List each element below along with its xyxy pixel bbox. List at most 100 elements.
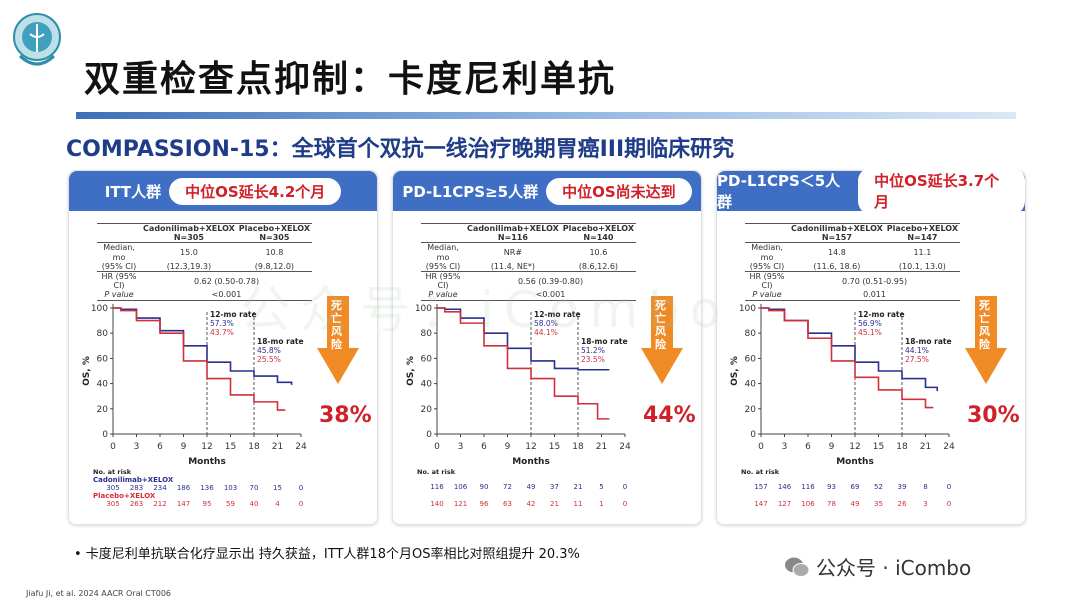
x-tick-label: 24: [943, 442, 955, 452]
x-tick-label: 15: [225, 442, 236, 452]
risk-count-treatment: 0: [623, 483, 627, 491]
risk-count-treatment: 136: [200, 484, 214, 492]
risk-count-treatment: 116: [430, 483, 444, 491]
risk-reduction: 38%: [319, 403, 372, 428]
x-tick-label: 3: [134, 442, 140, 452]
rate12-placebo: 44.1%: [534, 328, 558, 337]
arrow-down-icon: [317, 296, 359, 384]
risk-count-treatment: 70: [250, 484, 259, 492]
risk-count-treatment: 72: [503, 483, 512, 491]
risk-count-treatment: 93: [827, 483, 836, 491]
risk-table-title: No. at risk: [93, 468, 132, 476]
y-tick-label: 80: [421, 329, 433, 339]
risk-count-placebo: 21: [550, 500, 559, 508]
rate18-placebo: 23.5%: [581, 355, 605, 364]
x-tick-label: 12: [849, 442, 860, 452]
x-tick-label: 15: [549, 442, 560, 452]
y-tick-label: 60: [745, 354, 757, 364]
rate18-placebo: 27.5%: [905, 355, 929, 364]
risk-count-treatment: 186: [177, 484, 191, 492]
arm1-header: Cadonilimab+XELOX: [465, 223, 561, 234]
institution-logo: [13, 13, 61, 66]
risk-reduction: 44%: [643, 403, 696, 428]
y-tick-label: 0: [750, 430, 756, 440]
rate18-treatment: 51.2%: [581, 346, 605, 355]
y-tick-label: 40: [97, 380, 109, 390]
risk-count-placebo: 305: [106, 500, 119, 508]
headline-pill: 中位OS延长4.2个月: [169, 177, 342, 205]
rate12-treatment: 56.9%: [858, 319, 882, 328]
population-label: ITT人群: [104, 182, 162, 201]
arm2-n: N=147: [907, 233, 938, 243]
arm1-header: Cadonilimab+XELOX: [141, 223, 237, 234]
panel-0: ITT人群 中位OS延长4.2个月 Cadonilimab+XELOX Place…: [68, 170, 378, 525]
survival-curve-treatment: [113, 307, 293, 385]
x-tick-label: 9: [505, 442, 511, 452]
risk-count-treatment: 106: [454, 483, 468, 491]
arm1-median: 14.8: [789, 242, 885, 262]
arm2-ci: (10.1, 13.0): [898, 261, 946, 271]
ci-label: (95% CI): [101, 261, 137, 271]
hr-label: HR (95% CI): [421, 270, 466, 291]
risk-count-placebo: 140: [430, 500, 443, 508]
wechat-icon: [785, 557, 810, 577]
y-tick-label: 20: [745, 405, 757, 415]
risk-count-placebo: 63: [503, 500, 512, 508]
arm2-median: 10.8: [236, 242, 312, 262]
arm1-n: N=157: [821, 233, 852, 243]
risk-count-placebo: 40: [250, 500, 259, 508]
summary-table: Cadonilimab+XELOX Placebo+XELOX N=157 N=14…: [745, 223, 960, 301]
rate18-treatment: 45.8%: [257, 346, 281, 355]
rate18-label: 18-mo rate: [257, 337, 304, 346]
p-value: <0.001: [141, 290, 312, 301]
rate12-label: 12-mo rate: [858, 310, 905, 319]
x-tick-label: 18: [248, 442, 260, 452]
p-label: P value: [745, 290, 790, 301]
hr-label: HR (95% CI): [745, 270, 790, 291]
y-tick-label: 40: [421, 380, 433, 390]
risk-reduction: 30%: [967, 403, 1020, 428]
arm1-n: N=116: [497, 233, 528, 243]
arrow-down-icon: [641, 296, 683, 384]
risk-count-treatment: 49: [527, 483, 536, 491]
risk-count-placebo: 11: [574, 500, 583, 508]
y-tick-label: 60: [97, 354, 109, 364]
risk-count-treatment: 39: [898, 483, 907, 491]
p-value: 0.011: [789, 290, 960, 301]
hr-label: HR (95% CI): [97, 270, 142, 291]
page-title: 双重检查点抑制：卡度尼利单抗: [84, 59, 617, 100]
arm1-n: N=305: [173, 233, 204, 243]
p-value: <0.001: [465, 290, 636, 301]
hr-value: 0.56 (0.39-0.80): [465, 270, 636, 291]
risk-count-placebo: 147: [754, 500, 767, 508]
risk-count-treatment: 37: [550, 483, 559, 491]
y-tick-label: 100: [91, 304, 108, 314]
risk-count-placebo: 49: [851, 500, 860, 508]
risk-count-treatment: 90: [480, 483, 489, 491]
risk-count-treatment: 15: [273, 484, 282, 492]
risk-count-placebo: 3: [923, 500, 927, 508]
headline-pill: 中位OS尚未达到: [546, 177, 692, 205]
arm2-median: 11.1: [884, 242, 960, 262]
risk-count-placebo: 78: [827, 500, 836, 508]
risk-table-title: No. at risk: [417, 468, 456, 476]
x-tick-label: 6: [481, 442, 487, 452]
risk-count-treatment: 305: [106, 484, 119, 492]
risk-count-placebo: 1: [599, 500, 603, 508]
x-axis-label: Months: [188, 457, 226, 467]
title-divider: [76, 112, 1016, 119]
y-tick-label: 40: [745, 380, 757, 390]
x-tick-label: 6: [157, 442, 163, 452]
x-tick-label: 24: [619, 442, 631, 452]
risk-count-treatment: 0: [299, 484, 303, 492]
rate12-treatment: 57.3%: [210, 319, 234, 328]
x-tick-label: 15: [873, 442, 884, 452]
y-axis-label: OS, %: [730, 356, 740, 386]
risk-count-placebo: 4: [275, 500, 280, 508]
x-tick-label: 9: [181, 442, 187, 452]
arm1-median: 15.0: [141, 242, 237, 262]
x-tick-label: 18: [896, 442, 908, 452]
y-axis-label: OS, %: [82, 356, 92, 386]
survival-curve-placebo: [437, 307, 610, 420]
x-tick-label: 21: [272, 442, 283, 452]
